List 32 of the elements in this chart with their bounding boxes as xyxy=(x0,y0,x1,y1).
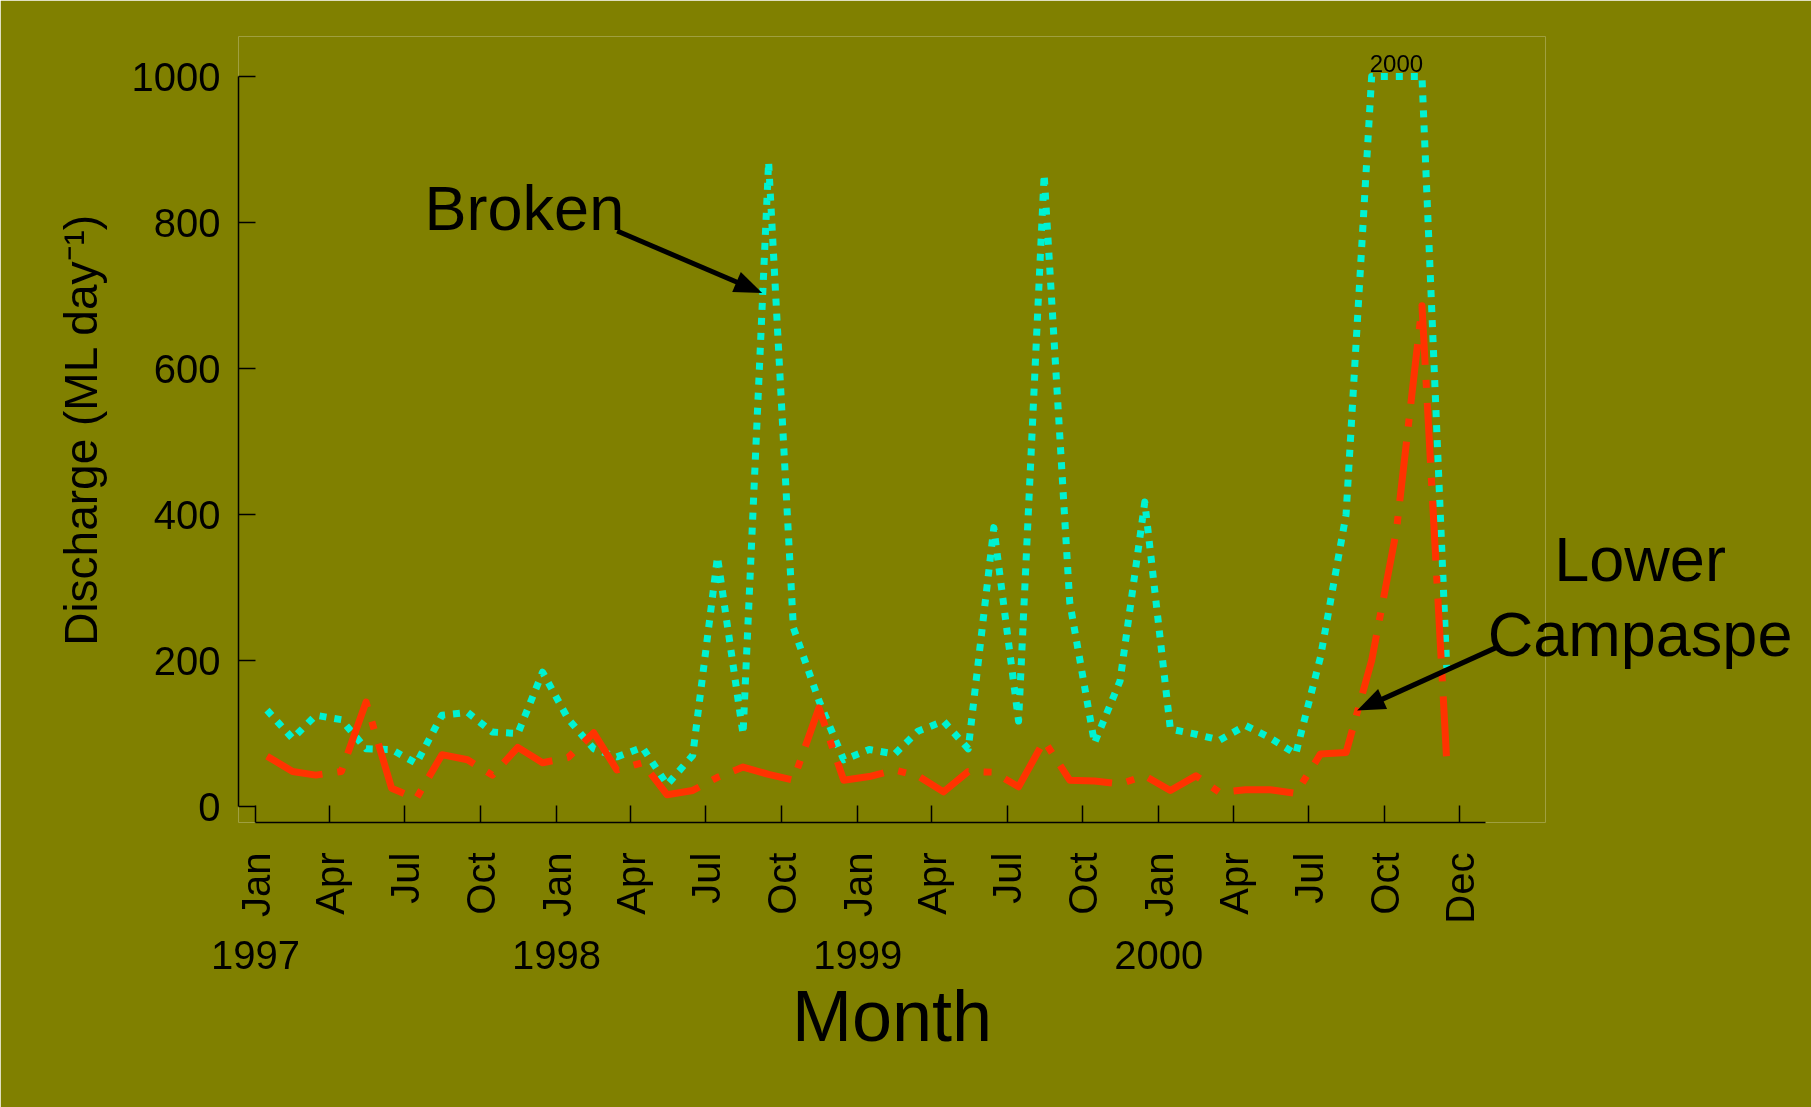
x-tick-label: Jul xyxy=(683,852,728,904)
series-label: Lower Campaspe xyxy=(1487,523,1793,669)
x-tick-label: Apr xyxy=(1211,852,1256,915)
y-tick-label: 400 xyxy=(153,492,221,537)
x-tick-label: Jan xyxy=(233,852,278,917)
y-tick-label: 1000 xyxy=(131,54,221,99)
x-tick-label: Oct xyxy=(458,852,503,915)
x-tick-label: Oct xyxy=(1060,852,1105,915)
x-tick-label: Dec xyxy=(1437,852,1482,924)
x2-tick-label: 2000 xyxy=(1114,932,1204,977)
x-axis-title: Month xyxy=(791,975,993,1056)
text: Broken xyxy=(424,173,625,243)
y-tick-label: 800 xyxy=(153,200,221,245)
x-tick-label: Jul xyxy=(985,852,1030,904)
x-tick-label: Jul xyxy=(382,852,427,904)
x-tick-label: Jan xyxy=(534,852,579,917)
y-tick-label: 0 xyxy=(198,784,221,829)
y-tick-label: 600 xyxy=(153,346,221,391)
x2-tick-label: 1997 xyxy=(211,932,300,977)
x2-tick-label: 1999 xyxy=(813,932,903,977)
x-tick-label: Jan xyxy=(835,852,880,917)
x-tick-label: Jan xyxy=(1136,852,1181,917)
annotation: 2000 xyxy=(1369,49,1424,77)
y-tick-label: 200 xyxy=(153,638,221,683)
x-tick-label: Apr xyxy=(307,852,352,915)
x-tick-label: Apr xyxy=(608,852,653,915)
x-tick-label: Jul xyxy=(1286,852,1331,904)
y-axis-title: Discharge (ML day⁻¹) xyxy=(54,214,107,646)
x-tick-label: Oct xyxy=(759,852,804,915)
x-tick-label: Apr xyxy=(909,852,954,915)
x2-tick-label: 1998 xyxy=(512,932,602,977)
x-tick-label: Oct xyxy=(1362,852,1407,915)
